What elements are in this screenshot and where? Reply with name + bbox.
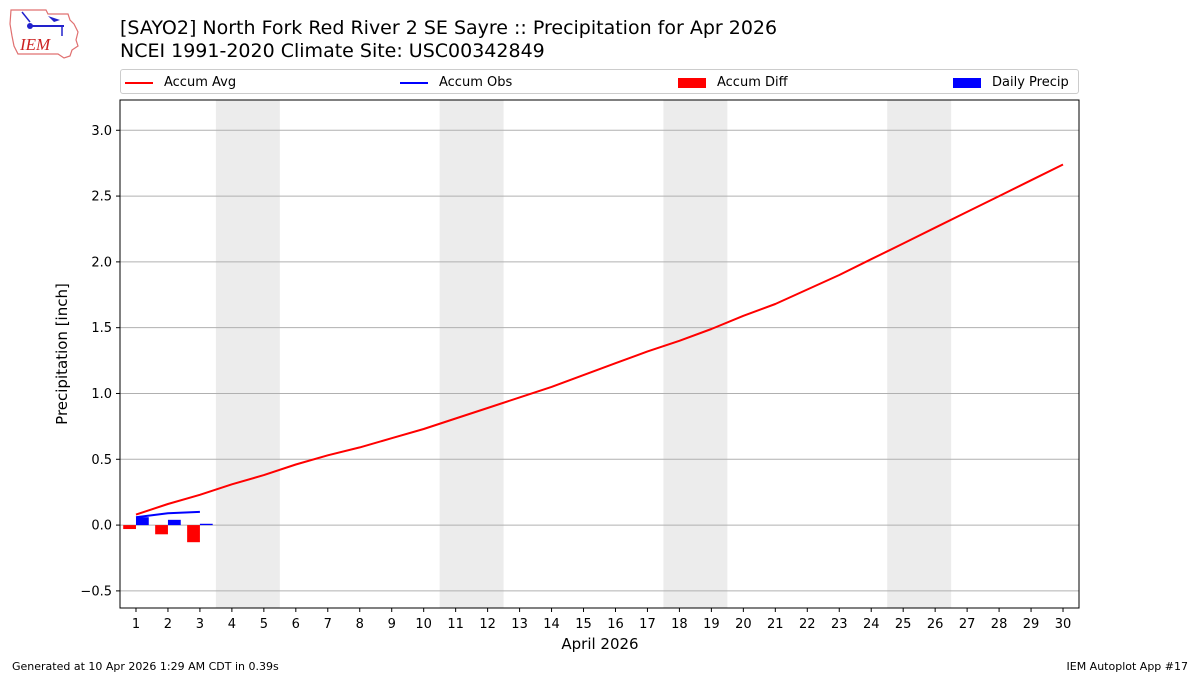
daily-precip-bar xyxy=(135,517,149,526)
y-tick-label: 1.0 xyxy=(91,387,112,402)
iem-logo: IEM xyxy=(9,9,79,59)
legend-item-accum-diff: Accum Diff xyxy=(678,70,788,95)
x-tick-label: 4 xyxy=(228,617,236,632)
x-tick-label: 6 xyxy=(292,617,300,632)
y-tick-label: 3.0 xyxy=(91,124,112,139)
tick-labels: −0.50.00.51.01.52.02.53.01 2 3 4 5 6 7 8 9 10 11 12… xyxy=(80,124,1071,632)
x-tick-label: 20 xyxy=(735,617,752,632)
accum-diff-bar xyxy=(187,525,200,543)
x-tick-label: 13 xyxy=(511,617,528,632)
x-tick-label: 16 xyxy=(607,617,624,632)
y-gridlines xyxy=(120,129,1079,592)
plot-frame xyxy=(119,99,1080,609)
legend-item-daily-precip: Daily Precip xyxy=(953,70,1069,95)
x-tick-label: 5 xyxy=(260,617,268,632)
legend-label-accum-avg: Accum Avg xyxy=(164,75,237,90)
x-tick-label: 9 xyxy=(388,617,396,632)
legend-label-daily-precip: Daily Precip xyxy=(992,75,1069,90)
legend-swatch-daily-precip xyxy=(953,77,981,88)
x-tick-label: 28 xyxy=(991,617,1008,632)
weekend-band-3 xyxy=(887,100,952,608)
legend-swatch-accum-diff xyxy=(678,77,706,88)
x-tick-label: 19 xyxy=(703,617,720,632)
x-tick-label: 14 xyxy=(543,617,560,632)
x-tick-label: 10 xyxy=(415,617,432,632)
y-tick-label: 0.0 xyxy=(91,519,112,534)
x-tick-label: 22 xyxy=(799,617,816,632)
daily-precip-bar xyxy=(167,519,181,526)
y-tick-label: 1.5 xyxy=(91,321,112,336)
x-tick-label: 2 xyxy=(164,617,172,632)
y-tick-label: 0.5 xyxy=(91,453,112,468)
accum-avg-line xyxy=(135,163,1064,516)
y-axis-label: Precipitation [inch] xyxy=(53,283,71,425)
x-tick-label: 23 xyxy=(831,617,848,632)
y-tick-label: 2.5 xyxy=(91,190,112,205)
legend-label-accum-obs: Accum Obs xyxy=(439,75,513,90)
x-tick-label: 3 xyxy=(196,617,204,632)
x-tick-label: 17 xyxy=(639,617,656,632)
line-marks xyxy=(135,163,1064,519)
generated-timestamp: Generated at 10 Apr 2026 1:29 AM CDT in … xyxy=(12,660,279,673)
logo-text: IEM xyxy=(19,35,51,54)
weekend-band-2 xyxy=(663,100,728,608)
bar-marks xyxy=(123,517,213,543)
chart-subtitle: NCEI 1991-2020 Climate Site: USC00342849 xyxy=(120,40,545,62)
accum-diff-bar xyxy=(123,525,136,530)
x-tick-label: 25 xyxy=(895,617,912,632)
chart-legend: Accum Avg Accum Obs Accum Diff Daily Pre… xyxy=(120,69,1079,94)
y-tick-label: 2.0 xyxy=(91,255,112,270)
x-tick-label: 29 xyxy=(1023,617,1040,632)
legend-item-accum-avg: Accum Avg xyxy=(125,70,236,95)
accum-diff-bar xyxy=(155,525,168,535)
weekend-band-1 xyxy=(439,100,504,608)
y-tick-label: −0.5 xyxy=(80,584,112,599)
x-tick-label: 15 xyxy=(575,617,592,632)
x-tick-label: 24 xyxy=(863,617,880,632)
x-tick-label: 27 xyxy=(959,617,976,632)
x-tick-label: 7 xyxy=(324,617,332,632)
legend-item-accum-obs: Accum Obs xyxy=(400,70,512,95)
x-tick-label: 8 xyxy=(356,617,364,632)
legend-swatch-accum-avg xyxy=(125,81,153,84)
x-tick-label: 18 xyxy=(671,617,688,632)
axes xyxy=(116,99,1080,612)
x-tick-label: 21 xyxy=(767,617,784,632)
x-tick-label: 26 xyxy=(927,617,944,632)
x-tick-label: 1 xyxy=(132,617,140,632)
x-tick-label: 30 xyxy=(1055,617,1072,632)
app-id: IEM Autoplot App #17 xyxy=(1066,660,1189,673)
x-tick-label: 11 xyxy=(447,617,464,632)
daily-precip-bar xyxy=(199,523,213,526)
chart-title: [SAYO2] North Fork Red River 2 SE Sayre … xyxy=(120,17,778,39)
legend-swatch-accum-obs xyxy=(400,81,428,84)
legend-label-accum-diff: Accum Diff xyxy=(717,75,788,90)
x-axis-label: April 2026 xyxy=(561,635,638,653)
weekend-band-0 xyxy=(215,100,280,608)
weekend-shading xyxy=(215,100,952,608)
x-tick-label: 12 xyxy=(479,617,496,632)
accum-obs-line xyxy=(135,510,200,519)
